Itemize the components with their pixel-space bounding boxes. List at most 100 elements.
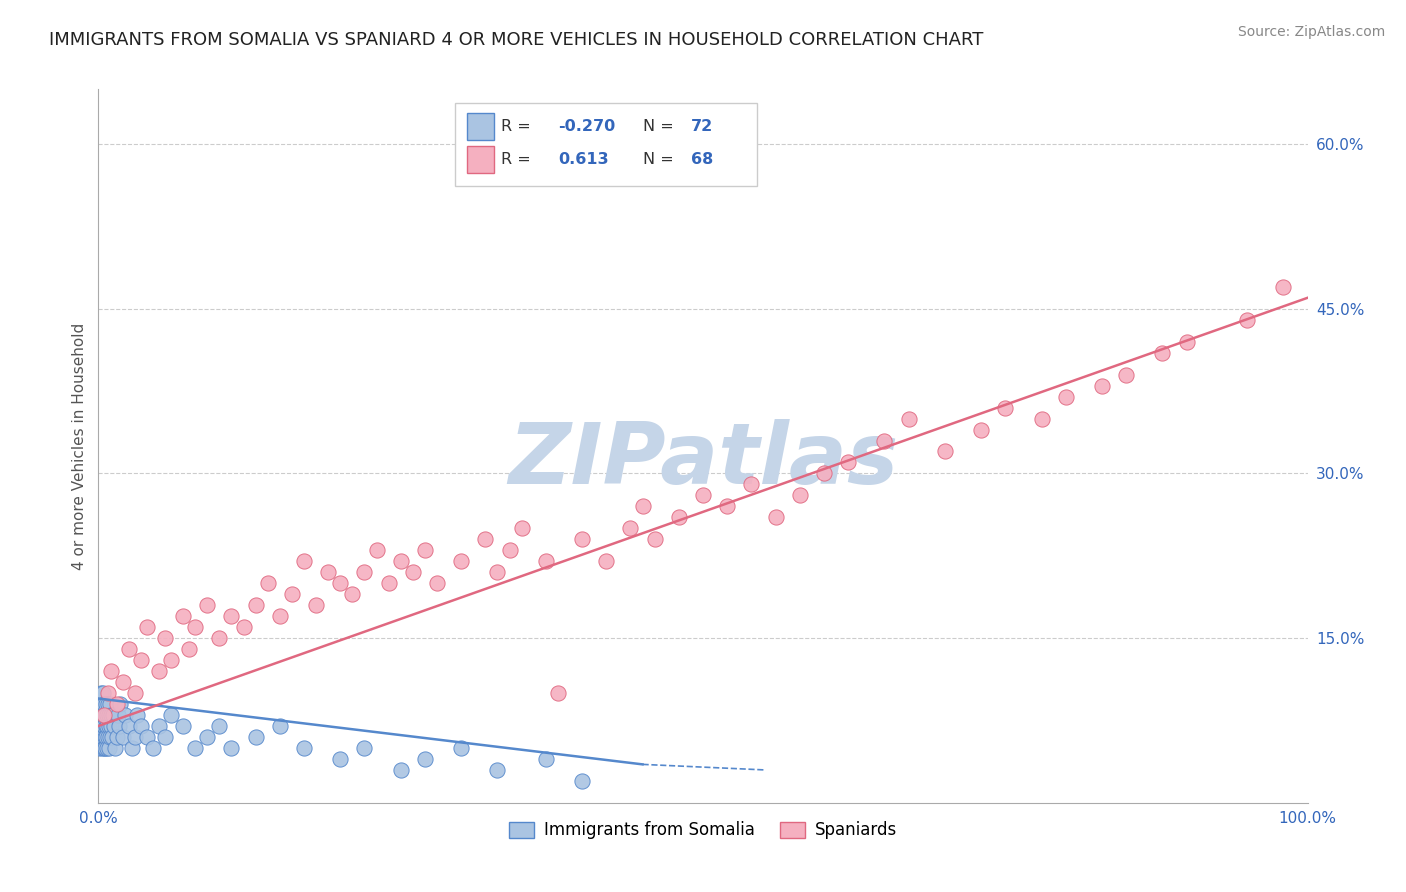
Point (1175, 334, 1198, 349)
Point (1152, 345, 1174, 359)
Point (89, 708, 111, 723)
Text: 72: 72 (690, 119, 713, 134)
Point (547, 686, 569, 700)
Point (101, 708, 124, 723)
Point (135, 620, 157, 634)
Point (281, 587, 304, 601)
Point (970, 423, 993, 437)
Point (631, 500, 654, 514)
Point (1091, 378, 1114, 392)
Point (269, 609, 291, 624)
Text: R =: R = (501, 152, 531, 167)
FancyBboxPatch shape (456, 103, 758, 186)
Point (90, 708, 112, 723)
Point (353, 740, 375, 755)
Point (118, 642, 141, 657)
Point (94, 740, 117, 755)
Text: IMMIGRANTS FROM SOMALIA VS SPANIARD 4 OR MORE VEHICLES IN HOUSEHOLD CORRELATION : IMMIGRANTS FROM SOMALIA VS SPANIARD 4 OR… (49, 31, 984, 49)
Point (305, 598, 328, 612)
Point (402, 566, 425, 580)
Point (111, 675, 134, 690)
Point (93, 708, 115, 723)
Point (837, 455, 859, 469)
Point (486, 763, 509, 777)
Text: 0.613: 0.613 (558, 152, 609, 167)
Point (413, 543, 436, 558)
Point (94, 719, 117, 733)
Text: -0.270: -0.270 (558, 119, 616, 134)
Y-axis label: 4 or more Vehicles in Household: 4 or more Vehicles in Household (72, 322, 87, 570)
Point (127, 708, 149, 723)
Point (90, 730, 112, 744)
Point (1115, 368, 1137, 382)
Point (91, 708, 114, 723)
Point (100, 730, 122, 744)
Point (353, 566, 375, 580)
Point (644, 533, 666, 547)
Point (389, 763, 412, 777)
Point (329, 576, 352, 591)
Point (179, 642, 201, 657)
Point (121, 740, 143, 755)
Point (93, 730, 115, 744)
Point (716, 500, 738, 514)
Text: N =: N = (643, 152, 673, 167)
Point (153, 730, 176, 744)
Point (245, 730, 267, 744)
Point (897, 411, 920, 425)
Point (269, 719, 291, 733)
Point (813, 467, 835, 481)
Point (486, 566, 509, 580)
Point (107, 708, 129, 723)
Point (129, 653, 152, 667)
Point (256, 576, 278, 591)
Point (692, 488, 714, 502)
Point (100, 708, 122, 723)
Point (90, 686, 112, 700)
Point (98, 740, 121, 755)
Point (510, 521, 533, 535)
Point (91, 730, 114, 744)
Point (1272, 280, 1295, 294)
Point (413, 752, 436, 766)
Legend: Immigrants from Somalia, Spaniards: Immigrants from Somalia, Spaniards (502, 814, 904, 846)
Point (221, 740, 243, 755)
Text: N =: N = (643, 119, 673, 134)
Point (195, 730, 218, 744)
Point (108, 719, 131, 733)
Point (94, 697, 117, 711)
Point (98, 730, 121, 744)
Point (195, 598, 218, 612)
Point (94, 708, 117, 723)
Point (534, 752, 557, 766)
Point (142, 740, 165, 755)
Point (96, 719, 118, 733)
FancyBboxPatch shape (467, 145, 494, 173)
Point (498, 543, 520, 558)
Point (474, 533, 496, 547)
Point (129, 719, 152, 733)
Point (292, 554, 315, 568)
Point (245, 598, 267, 612)
Point (389, 554, 412, 568)
Point (97, 730, 120, 744)
Point (571, 773, 593, 788)
Point (1236, 312, 1258, 326)
FancyBboxPatch shape (467, 112, 494, 140)
Point (153, 631, 176, 645)
Point (1054, 390, 1077, 404)
Point (668, 510, 690, 524)
Point (91, 719, 114, 733)
Point (97, 686, 120, 700)
Point (740, 477, 762, 491)
Point (118, 719, 141, 733)
Point (148, 719, 170, 733)
Point (172, 719, 194, 733)
Point (87, 719, 110, 733)
Point (98, 697, 121, 711)
Point (105, 697, 128, 711)
Point (90, 740, 112, 755)
Point (377, 576, 399, 591)
Point (96, 740, 118, 755)
Text: R =: R = (501, 119, 531, 134)
